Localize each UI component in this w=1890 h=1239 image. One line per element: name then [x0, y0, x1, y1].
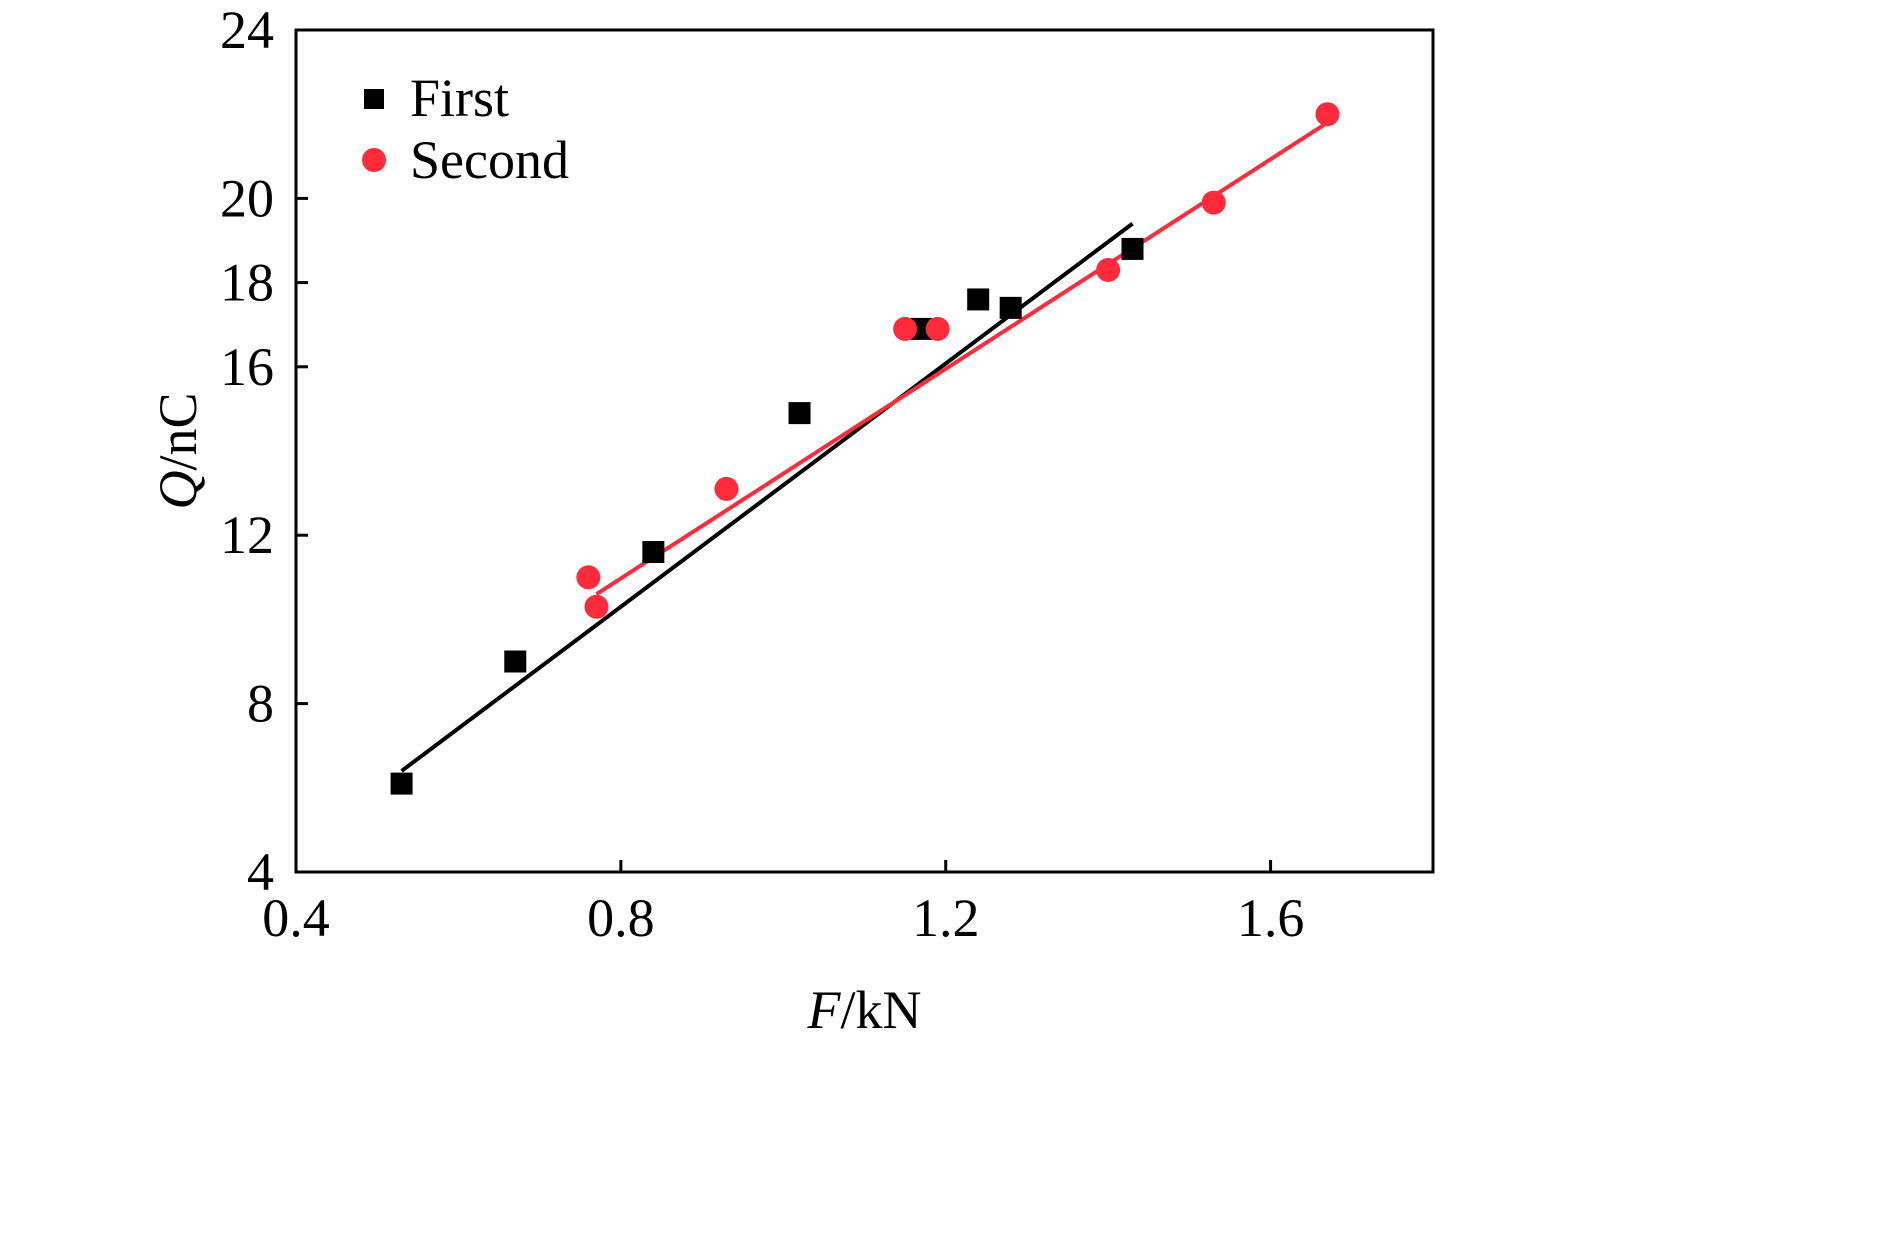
point-second-1	[576, 565, 601, 590]
x-tick-label-0.4: 0.4	[262, 888, 330, 948]
legend-label-second: Second	[410, 130, 569, 190]
y-axis-unit: /nC	[148, 392, 208, 470]
y-tick-label-12: 12	[220, 505, 274, 565]
x-axis-ticks	[294, 860, 1273, 872]
y-tick-label-8: 8	[247, 674, 274, 734]
x-axis-label: F/kN	[807, 980, 922, 1040]
legend-marker-first	[364, 89, 384, 109]
legend: First Second	[362, 68, 569, 190]
point-second-5	[925, 316, 950, 341]
point-first-1	[390, 772, 413, 795]
point-first-8	[1121, 237, 1144, 260]
y-tick-label-20: 20	[220, 168, 274, 228]
y-tick-label-18: 18	[220, 253, 274, 313]
x-tick-label-1.6: 1.6	[1237, 888, 1305, 948]
point-first-3	[642, 541, 665, 564]
point-second-4	[893, 316, 918, 341]
y-axis-tick-labels: 4 8 12 16 18 20 24	[220, 0, 274, 902]
data-markers	[390, 102, 1340, 795]
x-axis-tick-labels: 0.4 0.8 1.2 1.6	[262, 888, 1304, 948]
y-axis-var: Q	[148, 471, 208, 510]
y-tick-label-24: 24	[220, 0, 274, 60]
fit-line-first	[400, 222, 1134, 773]
fit-lines	[400, 120, 1329, 773]
x-axis-unit: /kN	[841, 980, 922, 1040]
legend-marker-second	[362, 148, 386, 172]
x-tick-label-0.8: 0.8	[587, 888, 655, 948]
point-second-2	[584, 594, 609, 619]
point-first-4	[788, 402, 811, 425]
point-second-7	[1201, 190, 1226, 215]
y-tick-label-16: 16	[220, 337, 274, 397]
x-axis-var: F	[807, 980, 842, 1040]
y-tick-label-4: 4	[247, 842, 274, 902]
point-second-3	[714, 476, 739, 501]
point-first-2	[504, 650, 527, 673]
plot-frame	[294, 28, 1435, 874]
point-first-7	[999, 296, 1022, 319]
point-first-6	[967, 288, 990, 311]
legend-label-first: First	[410, 68, 509, 128]
point-first-5	[910, 317, 933, 340]
x-tick-label-1.2: 1.2	[912, 888, 980, 948]
point-second-8	[1315, 102, 1340, 127]
point-second-6	[1096, 257, 1121, 282]
y-axis-ticks	[296, 28, 308, 874]
y-axis-label: Q/nC	[148, 392, 208, 509]
